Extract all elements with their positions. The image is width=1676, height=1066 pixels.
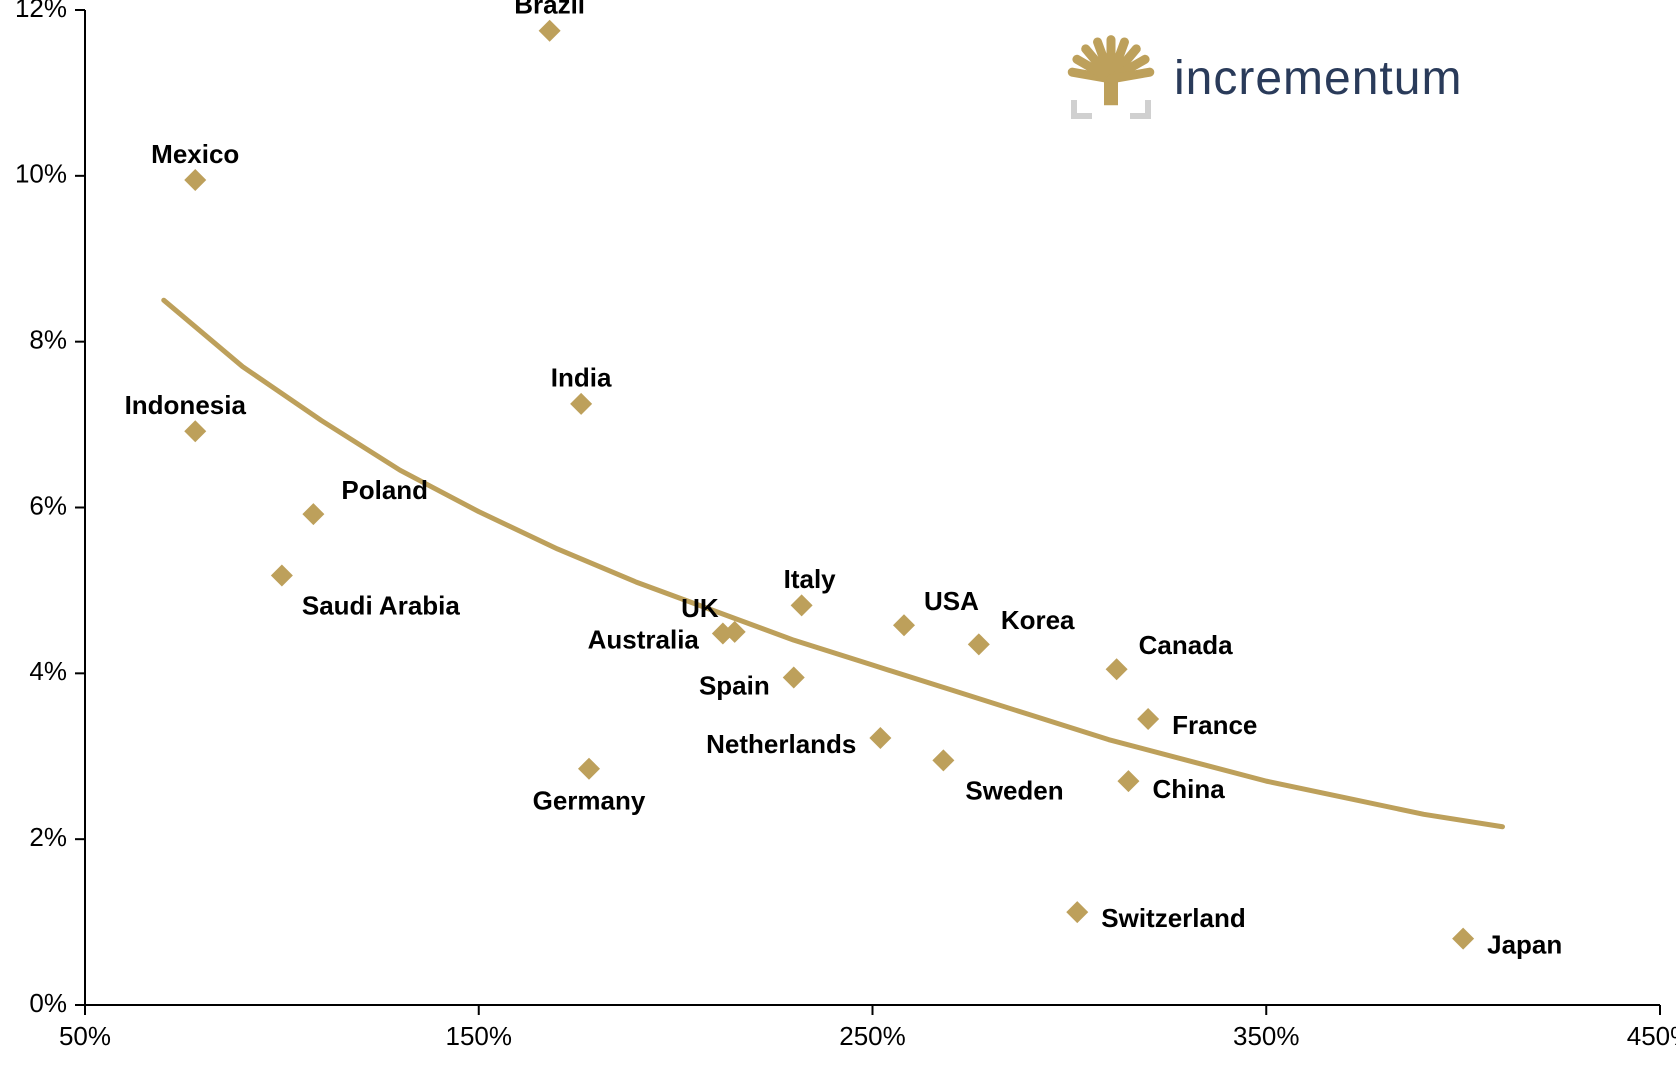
data-point-label: France xyxy=(1172,710,1257,740)
data-point-label: Netherlands xyxy=(706,729,856,759)
x-tick-label: 50% xyxy=(59,1021,111,1051)
chart-svg: 0% 2% 4% 6% 8% 10% 12% 50% 150% 250% 350% 450% Brazi… xyxy=(0,0,1676,1066)
y-tick-label: 8% xyxy=(29,325,67,355)
data-point-label: Japan xyxy=(1487,930,1562,960)
data-point-label: India xyxy=(551,363,612,393)
x-tick-label: 450% xyxy=(1627,1021,1676,1051)
y-tick-label: 6% xyxy=(29,490,67,520)
data-point-label: Germany xyxy=(533,786,646,816)
x-tick-label: 150% xyxy=(446,1021,513,1051)
x-tick-label: 350% xyxy=(1233,1021,1300,1051)
data-point-label: Switzerland xyxy=(1101,903,1245,933)
y-tick-label: 2% xyxy=(29,822,67,852)
y-tick-label: 0% xyxy=(29,988,67,1018)
data-point-label: Italy xyxy=(784,564,837,594)
data-point-label: Canada xyxy=(1139,630,1233,660)
data-point-label: USA xyxy=(924,586,979,616)
data-point-label: Mexico xyxy=(151,139,239,169)
data-point-label: Australia xyxy=(588,624,700,654)
y-tick-label: 10% xyxy=(15,159,67,189)
chart-background xyxy=(0,0,1676,1066)
data-point-label: Indonesia xyxy=(125,390,247,420)
scatter-chart: 0% 2% 4% 6% 8% 10% 12% 50% 150% 250% 350% 450% Brazi… xyxy=(0,0,1676,1066)
x-tick-label: 250% xyxy=(839,1021,906,1051)
data-point-label: Sweden xyxy=(965,775,1063,805)
brand-name: incrementum xyxy=(1174,52,1462,105)
y-tick-label: 4% xyxy=(29,656,67,686)
y-tick-label: 12% xyxy=(15,0,67,23)
data-point-label: Korea xyxy=(1001,605,1075,635)
data-point-label: UK xyxy=(681,593,719,623)
data-point-label: Spain xyxy=(699,670,770,700)
data-point-label: Saudi Arabia xyxy=(302,590,461,620)
data-point-label: China xyxy=(1152,774,1225,804)
data-point-label: Brazil xyxy=(514,0,585,20)
data-point-label: Poland xyxy=(341,475,428,505)
